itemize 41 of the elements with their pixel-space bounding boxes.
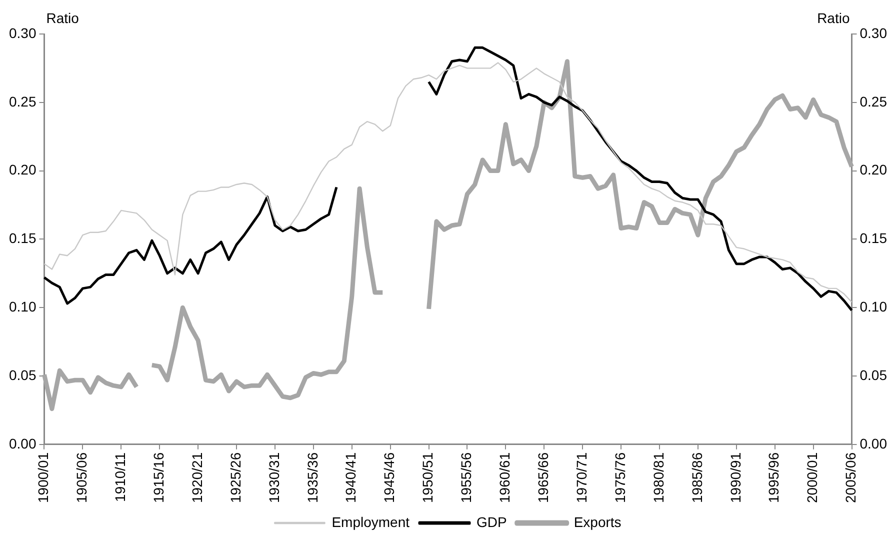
x-tick-label: 1935/36 (304, 452, 320, 504)
y2-tick-label: 0.20 (860, 162, 888, 178)
y-tick-label: 0.10 (9, 298, 36, 314)
legend-label: Employment (332, 514, 410, 530)
x-tick-label: 1910/11 (112, 452, 128, 502)
x-tick-label: 1920/21 (188, 452, 205, 504)
y-tick-label: 0.30 (9, 24, 36, 41)
x-tick-label: 1990/91 (727, 452, 744, 504)
x-tick-label: 1955/56 (458, 452, 474, 504)
y-axis-title: Ratio (46, 10, 80, 26)
x-tick-label: 1970/71 (573, 452, 590, 504)
y-tick-label: 0.25 (9, 93, 36, 110)
x-tick-label: 1915/16 (150, 452, 166, 504)
legend-label: Exports (574, 514, 622, 530)
y2-tick-label: 0.15 (860, 230, 888, 246)
x-tick-label: 2000/01 (804, 452, 820, 504)
legend-label: GDP (476, 514, 507, 530)
x-tick-label: 1960/61 (496, 452, 513, 504)
x-tick-label: 1965/66 (534, 452, 551, 504)
y2-tick-label: 0.00 (860, 435, 888, 452)
y-tick-label: 0.20 (9, 162, 36, 178)
x-tick-label: 1930/31 (266, 452, 282, 504)
x-tick-label: 1945/46 (381, 452, 398, 504)
y-tick-label: 0.00 (9, 435, 36, 452)
x-tick-label: 1950/51 (420, 452, 436, 504)
y2-tick-label: 0.25 (860, 93, 888, 110)
y2-axis-title: Ratio (817, 10, 850, 26)
x-tick-label: 1940/41 (342, 452, 359, 504)
x-tick-label: 1925/26 (227, 452, 244, 504)
y2-tick-label: 0.10 (860, 298, 888, 314)
x-tick-label: 1905/06 (74, 452, 90, 504)
x-tick-label: 1975/76 (612, 452, 628, 504)
y-tick-label: 0.05 (9, 366, 36, 383)
y2-tick-label: 0.05 (860, 366, 888, 383)
x-tick-label: 1985/86 (688, 452, 705, 504)
x-tick-label: 1900/01 (35, 452, 52, 504)
x-tick-label: 1995/96 (766, 452, 782, 504)
y2-tick-label: 0.30 (860, 24, 888, 41)
x-tick-label: 1980/81 (650, 452, 666, 504)
x-tick-label: 2005/06 (842, 452, 859, 504)
y-tick-label: 0.15 (9, 230, 36, 246)
